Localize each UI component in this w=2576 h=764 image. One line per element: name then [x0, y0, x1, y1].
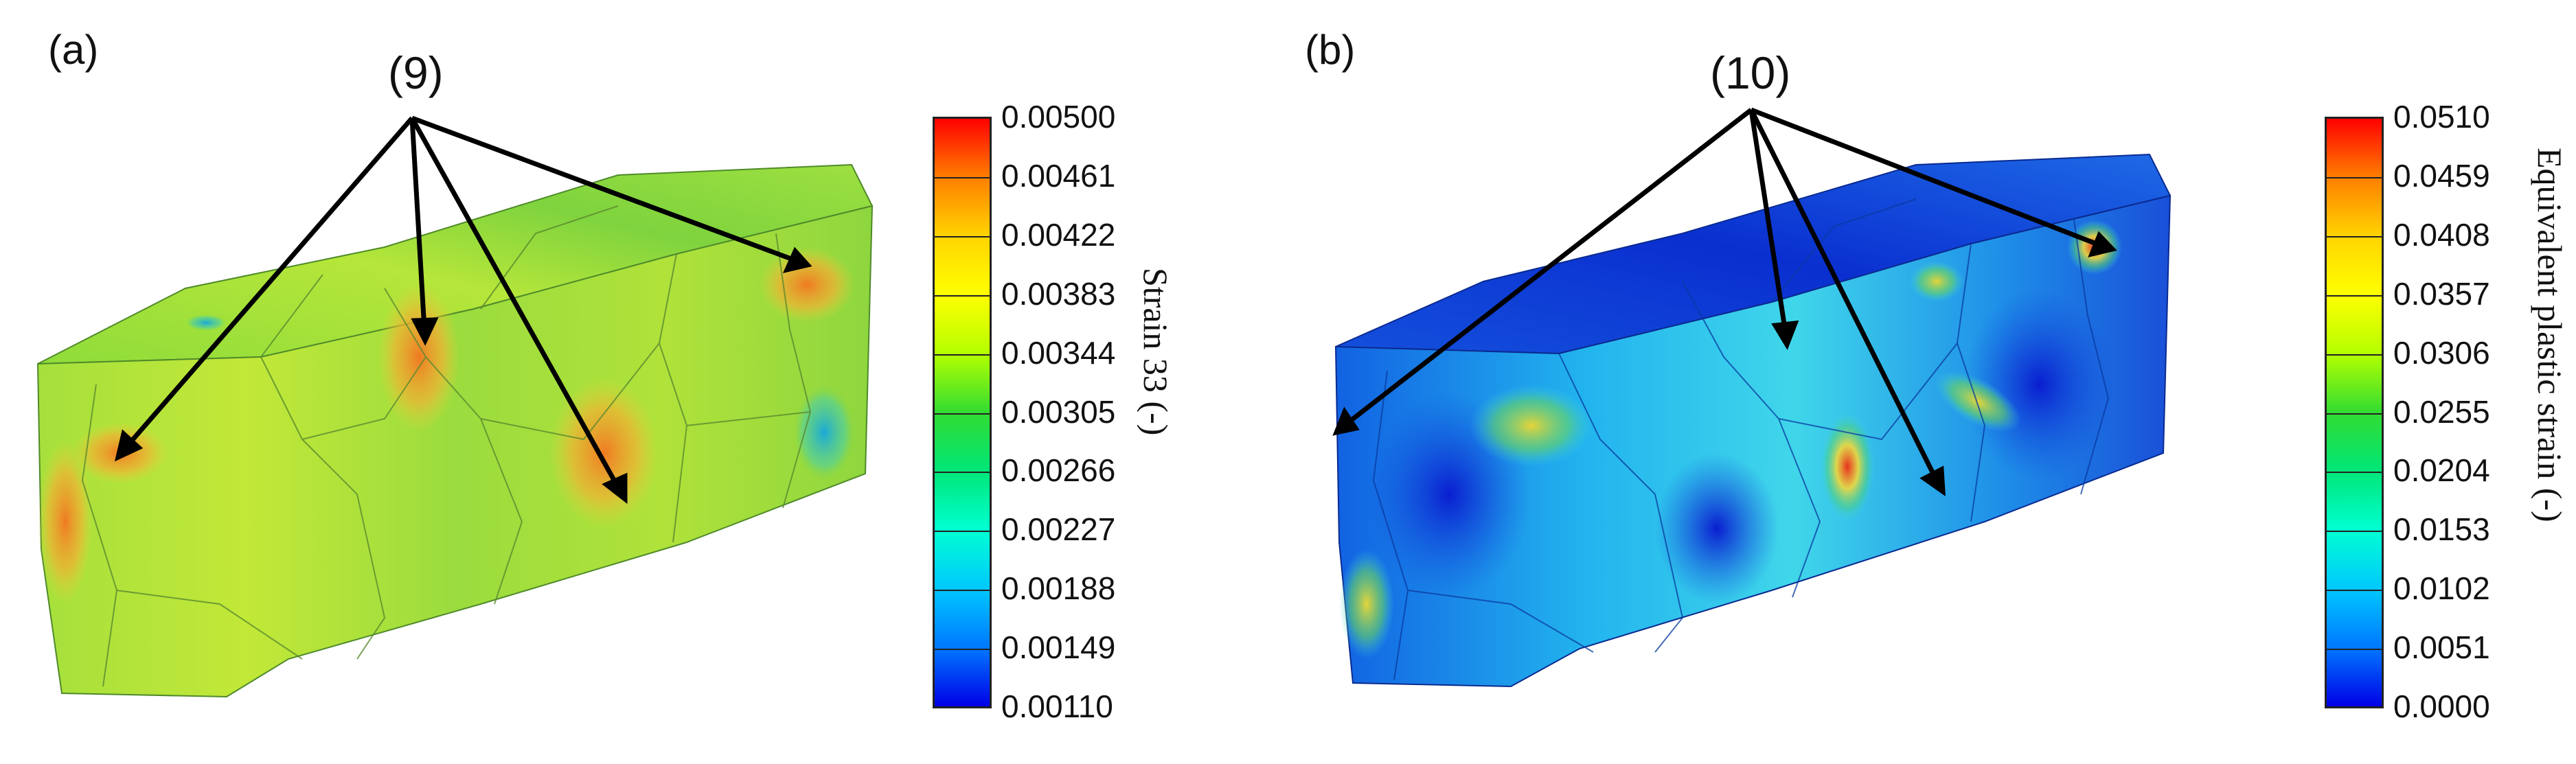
colorbar-tick-line — [2327, 413, 2382, 415]
panel-a-callout: (9) — [388, 47, 444, 98]
colorbar-tick-line — [2327, 294, 2382, 297]
colorbar-tick-label: 0.00422 — [1001, 216, 1116, 253]
colorbar-tick-line — [935, 531, 990, 533]
colorbar-tick-line — [2327, 354, 2382, 356]
colorbar-tick-line — [935, 590, 990, 592]
colorbar-a-title: Strain 33 (-) — [1137, 268, 1175, 436]
colorbar-tick-label: 0.00383 — [1001, 275, 1116, 312]
colorbar-tick-line — [935, 235, 990, 238]
colorbar-tick-line — [935, 354, 990, 356]
colorbar-tick-label: 0.00461 — [1001, 157, 1116, 194]
colorbar-tick-label: 0.00344 — [1001, 334, 1116, 371]
colorbar-tick-line — [2327, 590, 2382, 592]
colorbar-tick-label: 0.0204 — [2393, 452, 2490, 489]
colorbar-tick-label: 0.0408 — [2393, 216, 2490, 253]
colorbar-tick-label: 0.00266 — [1001, 452, 1116, 489]
panel-a-label: (a) — [48, 27, 99, 73]
colorbar-tick-label: 0.00227 — [1001, 511, 1116, 548]
colorbar-a — [933, 117, 992, 708]
colorbar-tick-label: 0.00149 — [1001, 629, 1116, 666]
colorbar-tick-label: 0.0255 — [2393, 393, 2490, 430]
colorbar-tick-label: 0.0306 — [2393, 334, 2490, 371]
colorbar-tick-label: 0.0510 — [2393, 99, 2490, 135]
panel-a-specimen — [36, 115, 874, 698]
panel-b-callout: (10) — [1710, 47, 1791, 98]
panel-b: (b) (10) — [1277, 0, 2576, 764]
colorbar-tick-line — [2327, 235, 2382, 238]
colorbar-tick-line — [935, 294, 990, 297]
colorbar-tick-label: 0.0459 — [2393, 157, 2490, 194]
colorbar-tick-line — [935, 649, 990, 651]
colorbar-tick-label: 0.0357 — [2393, 275, 2490, 312]
colorbar-b — [2325, 117, 2384, 708]
colorbar-tick-label: 0.00305 — [1001, 393, 1116, 430]
colorbar-tick-label: 0.0153 — [2393, 511, 2490, 548]
specimen-front-face — [36, 205, 874, 698]
colorbar-tick-label: 0.00110 — [1001, 688, 1113, 724]
colorbar-b-title: Equivalent plastic strain (-) — [2531, 148, 2569, 522]
colorbar-tick-line — [2327, 472, 2382, 474]
panel-b-label: (b) — [1305, 27, 1356, 73]
colorbar-tick-line — [2327, 531, 2382, 533]
colorbar-tick-line — [935, 472, 990, 474]
colorbar-tick-line — [935, 413, 990, 415]
colorbar-tick-line — [935, 176, 990, 178]
colorbar-tick-line — [2327, 176, 2382, 178]
panel-b-specimen — [1332, 107, 2172, 688]
colorbar-tick-label: 0.00188 — [1001, 570, 1116, 607]
panel-a: (a) (9) — [0, 0, 1270, 764]
colorbar-tick-label: 0.0051 — [2393, 629, 2490, 666]
colorbar-tick-label: 0.00500 — [1001, 99, 1116, 135]
colorbar-tick-label: 0.0000 — [2393, 688, 2490, 724]
colorbar-tick-line — [2327, 649, 2382, 651]
colorbar-tick-label: 0.0102 — [2393, 570, 2490, 607]
